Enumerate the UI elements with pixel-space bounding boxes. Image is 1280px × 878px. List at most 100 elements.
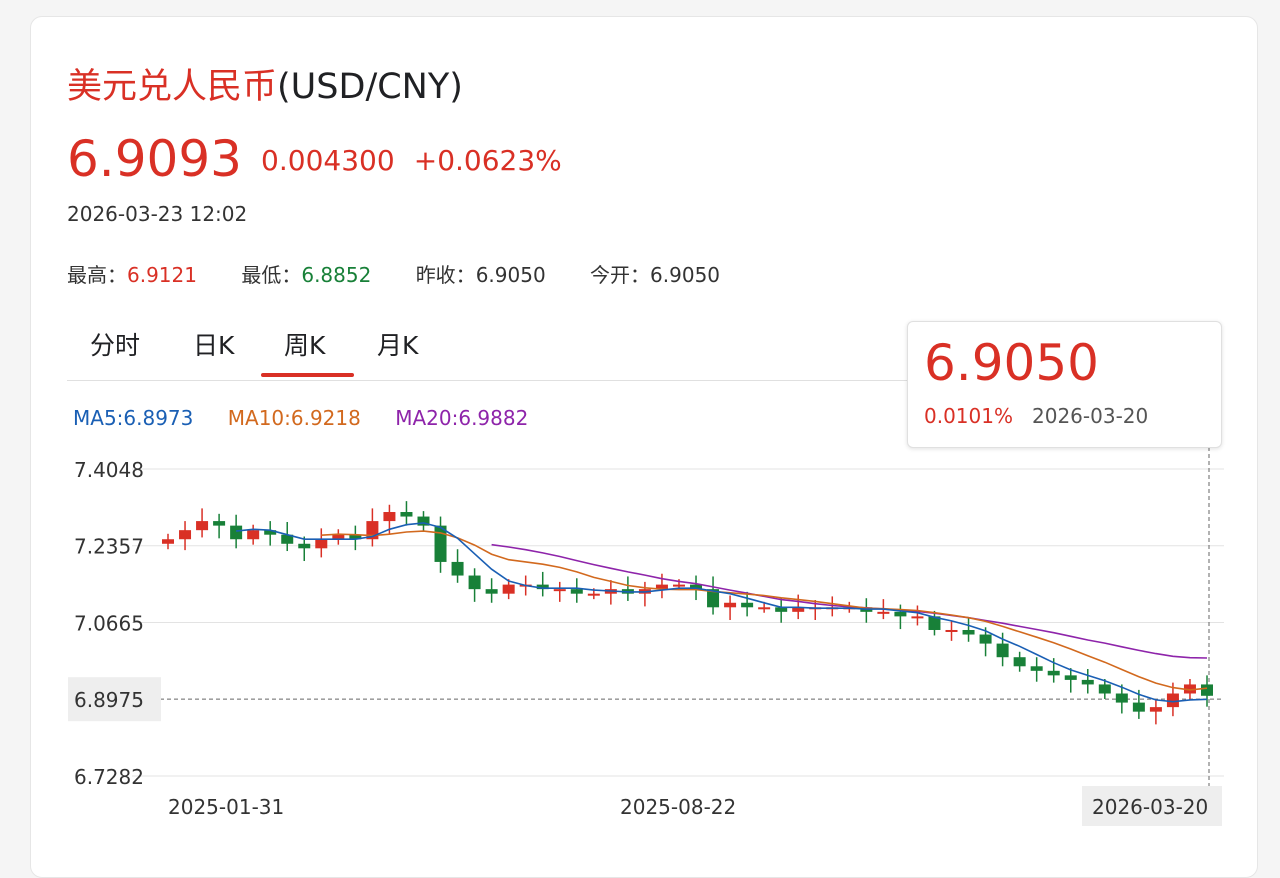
candle-body (570, 589, 583, 594)
stat-open-label: 今开： (590, 263, 651, 287)
candle-body (587, 593, 600, 596)
candle-body (962, 629, 975, 635)
stat-low-value: 6.8852 (301, 263, 372, 287)
tab-daily-k[interactable]: 日K (193, 331, 235, 360)
candle-body (502, 584, 515, 594)
candle-body (434, 525, 447, 562)
y-tick-label: 7.4048 (74, 458, 144, 482)
candle-body (758, 607, 771, 610)
candle-body (894, 611, 907, 617)
candle-body (724, 602, 737, 608)
candle-body (553, 589, 566, 592)
candle-body (536, 584, 549, 590)
quote-timestamp: 2026-03-23 12:02 (67, 202, 248, 226)
candle-body (315, 539, 328, 549)
candle-body (1064, 675, 1077, 680)
stat-high-label: 最高： (67, 263, 127, 287)
stat-high-value: 6.9121 (127, 263, 197, 287)
stat-open-value: 6.9050 (650, 263, 721, 287)
candle-body (707, 589, 720, 608)
candle-body (400, 512, 413, 517)
hover-tooltip: 6.9050 0.0101% 2026-03-20 (907, 321, 1222, 448)
candle-body (349, 534, 362, 540)
crosshair-y-label-bg (68, 677, 161, 722)
candle-body (264, 530, 277, 535)
page-title: 美元兑人民币(USD/CNY) (67, 58, 463, 109)
crosshair-x-label-bg (1082, 786, 1222, 826)
candle-body (672, 584, 685, 587)
price-row: 6.9093 0.004300 +0.0623% (67, 130, 562, 188)
candle-body (196, 521, 209, 531)
crosshair-x-label: 2026-03-20 (1092, 795, 1208, 819)
candle-body (451, 561, 464, 576)
current-price: 6.9093 (67, 130, 242, 188)
stat-prev-close-label: 昨收： (415, 263, 476, 287)
tooltip-date: 2026-03-20 (1032, 404, 1149, 428)
stats-row: 最高：6.9121 最低：6.8852 昨收：6.9050 今开：6.9050 (67, 259, 758, 288)
ma-legend: MA5:6.8973 MA10:6.9218 MA20:6.9882 (73, 406, 556, 430)
price-change: 0.004300 (261, 144, 395, 177)
title-currency-code: (USD/CNY) (277, 67, 463, 107)
stat-low: 最低：6.8852 (241, 259, 371, 288)
crosshair-y-label: 6.8975 (74, 688, 144, 712)
y-tick-label: 6.7282 (74, 765, 144, 789)
tooltip-change-percent: 0.0101% (924, 404, 1013, 428)
candle-body (230, 525, 243, 540)
candle-body (1201, 684, 1213, 696)
title-currency-name: 美元兑人民币 (67, 67, 278, 107)
candle-body (468, 575, 481, 590)
stat-prev-close: 昨收：6.9050 (416, 259, 546, 288)
candle-body (690, 584, 703, 590)
y-tick-label: 7.0665 (74, 612, 144, 636)
candle-body (1132, 702, 1145, 712)
candle-body (281, 534, 294, 544)
stat-high: 最高：6.9121 (67, 259, 197, 288)
candle-body (741, 602, 754, 608)
candle-body (1013, 657, 1026, 667)
candle-body (911, 616, 924, 619)
x-tick-label: 2025-08-22 (620, 795, 736, 819)
candle-body (979, 634, 992, 644)
ma10-line (321, 530, 1208, 691)
ma5-line (236, 522, 1208, 703)
stat-low-label: 最低： (241, 263, 302, 287)
ma5-legend: MA5:6.8973 (73, 406, 194, 430)
candle-body (485, 589, 498, 594)
ma10-legend: MA10:6.9218 (227, 406, 361, 430)
candle-body (996, 643, 1009, 658)
candle-body (162, 539, 174, 544)
candle-body (247, 530, 260, 540)
candle-body (1183, 684, 1196, 694)
stat-open: 今开：6.9050 (590, 259, 720, 288)
candle-body (213, 521, 226, 526)
tooltip-price: 6.9050 (924, 334, 1099, 392)
tab-weekly-k[interactable]: 周K (284, 331, 326, 360)
active-tab-indicator (261, 373, 354, 377)
ma20-line (491, 543, 1208, 659)
candlestick-chart[interactable]: 7.4048 7.2357 7.0665 6.8975 6.7282 2025-01-31… (0, 0, 1280, 847)
tab-intraday[interactable]: 分时 (90, 331, 141, 360)
candle-body (383, 512, 396, 522)
price-change-percent: +0.0623% (413, 144, 562, 177)
candle-body (775, 607, 788, 612)
candle-body (945, 629, 958, 632)
candle-body (417, 516, 430, 526)
candle-body (1115, 693, 1128, 703)
candle-body (1047, 670, 1060, 676)
candle-body (1030, 666, 1043, 671)
candle-body (655, 584, 668, 590)
candle-body (1166, 693, 1179, 708)
candle-body (332, 534, 345, 540)
ma20-legend: MA20:6.9882 (395, 406, 529, 430)
candle-body (792, 607, 805, 612)
candle-body (877, 611, 890, 614)
candle-body (179, 530, 192, 540)
chart-period-tabs: 分时 日K 周K 月K (67, 320, 1217, 381)
tab-monthly-k[interactable]: 月K (377, 331, 419, 360)
candle-body (1081, 679, 1094, 685)
stat-prev-close-value: 6.9050 (475, 263, 546, 287)
y-tick-label: 7.2357 (74, 535, 144, 559)
x-tick-label: 2025-01-31 (168, 795, 284, 819)
candle-body (928, 616, 941, 630)
candle-body (1149, 707, 1162, 712)
